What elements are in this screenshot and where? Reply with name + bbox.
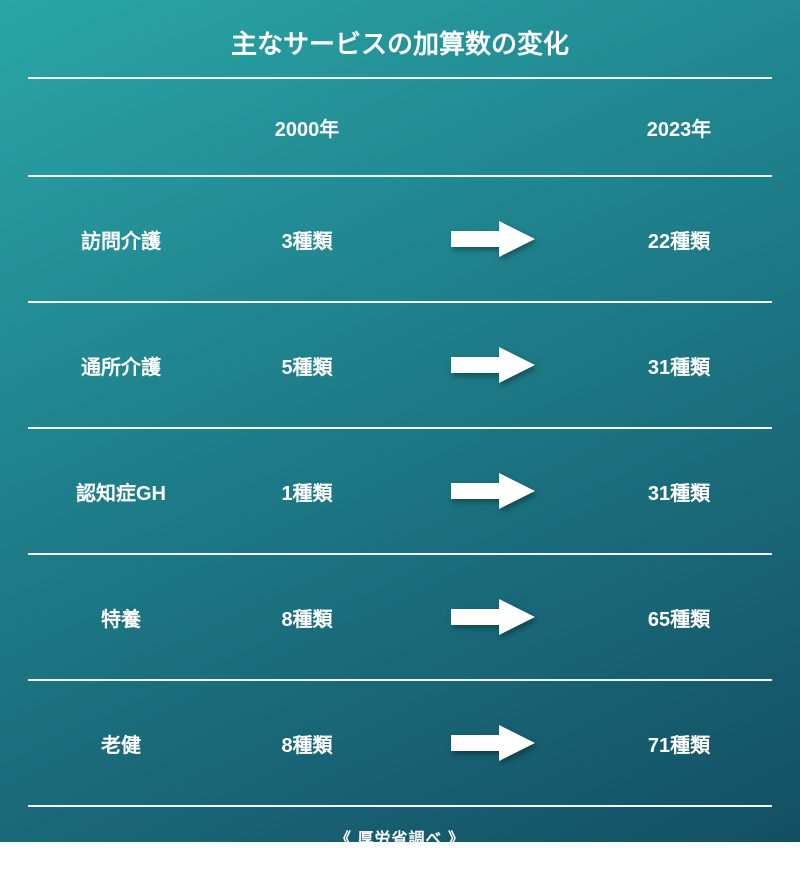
value-to: 65種類	[586, 603, 772, 632]
value-from: 1種類	[214, 477, 400, 506]
table-row: 特養 8種類 65種類	[28, 555, 772, 679]
table-row: 訪問介護 3種類 22種類	[28, 177, 772, 301]
divider	[28, 553, 772, 555]
divider	[28, 77, 772, 79]
service-name: 通所介護	[28, 351, 214, 380]
arrow-right-icon	[400, 723, 586, 763]
arrow-right-icon	[400, 219, 586, 259]
divider	[28, 175, 772, 177]
arrow-right-icon	[400, 345, 586, 385]
service-name: 訪問介護	[28, 225, 214, 254]
header-year-to: 2023年	[586, 113, 772, 142]
table-row: 老健 8種類 71種類	[28, 681, 772, 805]
service-name: 老健	[28, 729, 214, 758]
header-year-from: 2000年	[214, 113, 400, 142]
arrow-right-icon	[400, 471, 586, 511]
divider	[28, 805, 772, 807]
service-name: 特養	[28, 603, 214, 632]
value-from: 3種類	[214, 225, 400, 254]
divider	[28, 679, 772, 681]
value-to: 31種類	[586, 477, 772, 506]
service-name: 認知症GH	[28, 477, 214, 506]
infographic-canvas: 主なサービスの加算数の変化 2000年 2023年 訪問介護 3種類 22種類 …	[0, 0, 800, 842]
divider	[28, 427, 772, 429]
value-to: 31種類	[586, 351, 772, 380]
footer-source: 《 厚労省調べ 》	[28, 807, 772, 873]
table-row: 認知症GH 1種類 31種類	[28, 429, 772, 553]
page-title: 主なサービスの加算数の変化	[28, 24, 772, 77]
value-from: 8種類	[214, 603, 400, 632]
table-header-row: 2000年 2023年	[28, 79, 772, 175]
table-row: 通所介護 5種類 31種類	[28, 303, 772, 427]
value-from: 5種類	[214, 351, 400, 380]
arrow-right-icon	[400, 597, 586, 637]
value-to: 22種類	[586, 225, 772, 254]
value-from: 8種類	[214, 729, 400, 758]
divider	[28, 301, 772, 303]
value-to: 71種類	[586, 729, 772, 758]
